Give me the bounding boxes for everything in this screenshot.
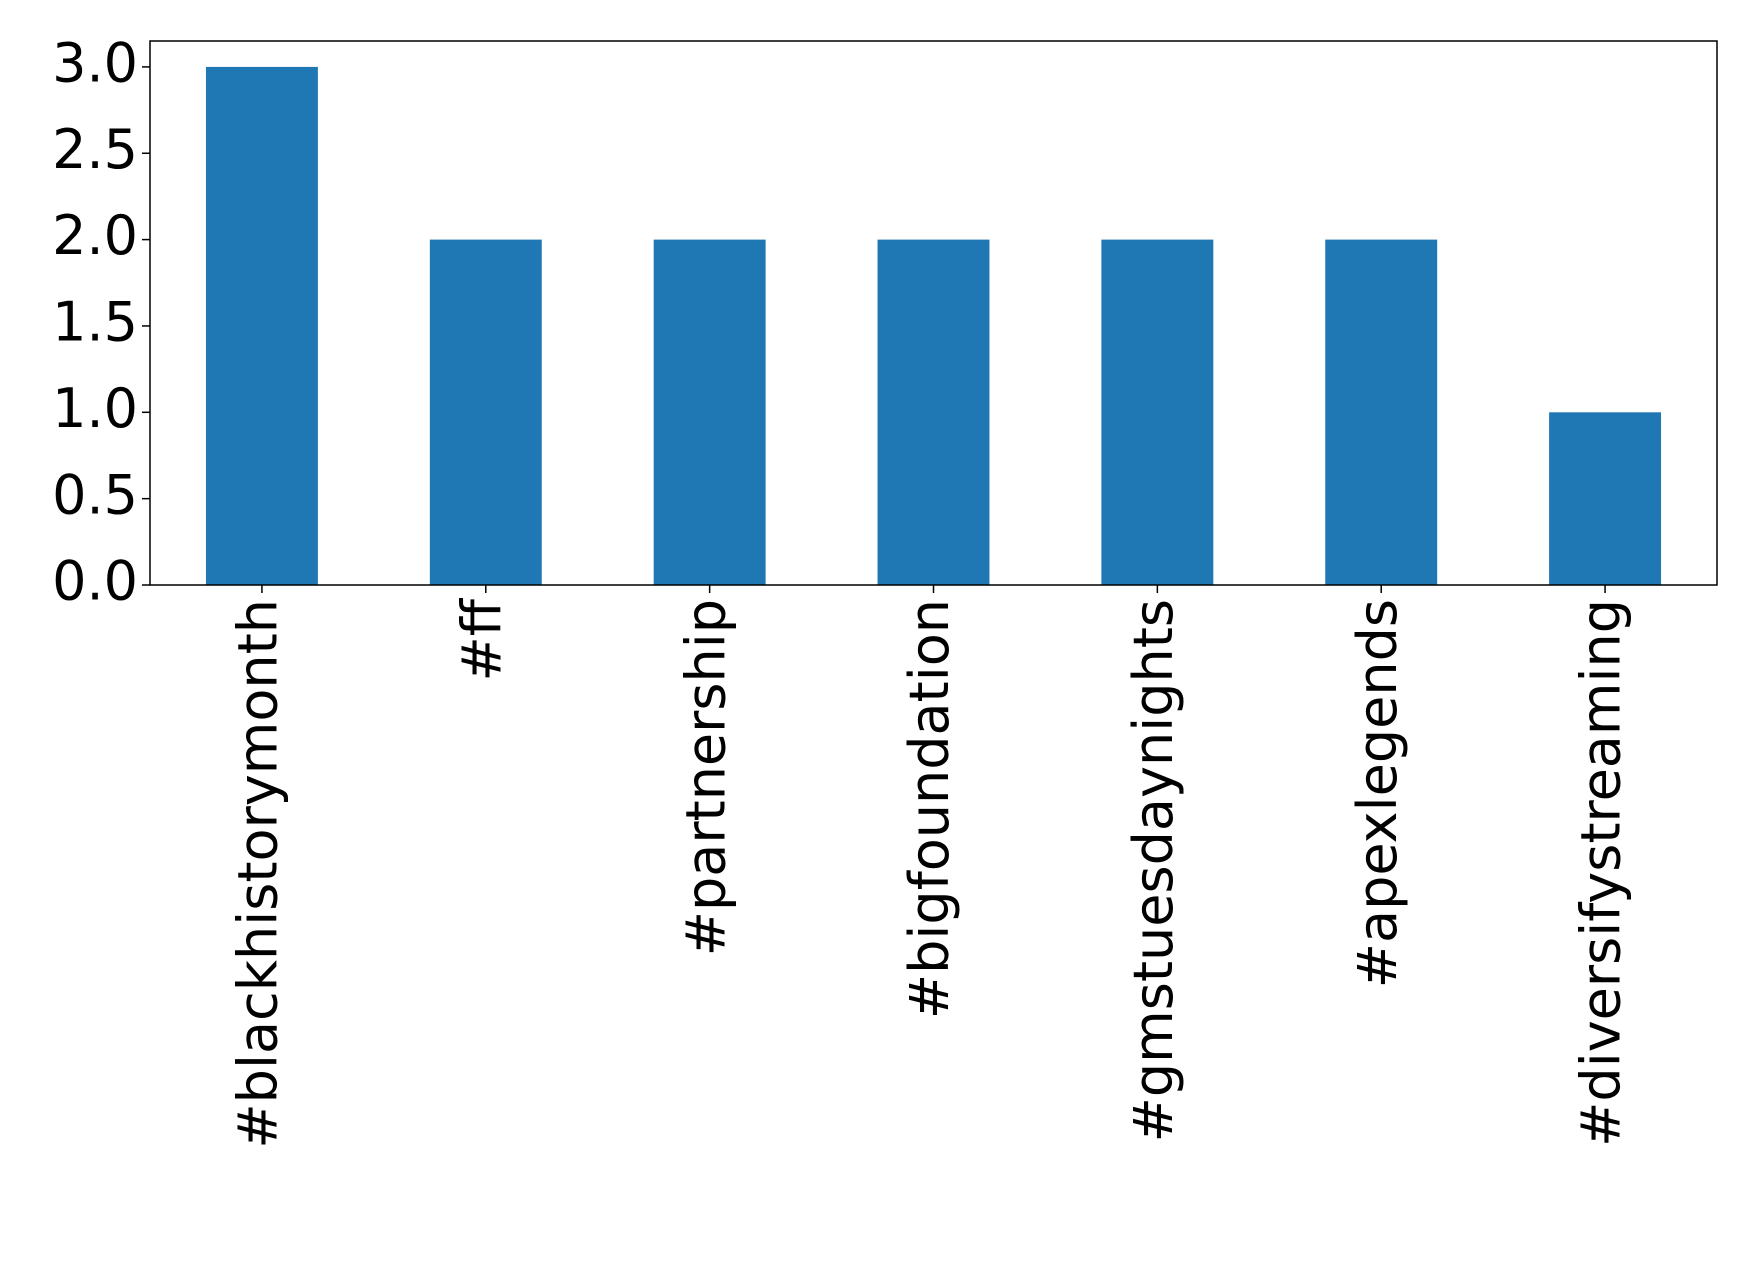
bar [1325,239,1438,585]
bar [877,239,990,585]
x-tick-label: #apexlegends [1346,599,1409,988]
y-tick-label: 0.5 [52,463,138,526]
bar [1549,412,1662,585]
y-tick-label: 1.5 [52,291,138,354]
x-tick-label: #gmstuesdaynights [1122,599,1185,1142]
x-tick-label: #bigfoundation [898,599,961,1019]
x-tick-label: #diversifystreaming [1570,599,1633,1147]
bar [429,239,542,585]
y-tick-label: 1.0 [52,377,138,440]
x-tick-label: #ff [450,597,513,681]
x-tick-label: #blackhistorymonth [227,599,290,1149]
y-tick-label: 2.0 [52,204,138,267]
y-tick-label: 3.0 [52,32,138,95]
x-tick-label: #partnership [674,599,737,956]
y-tick-label: 2.5 [52,118,138,181]
bar [1101,239,1214,585]
plot-frame [149,40,1718,586]
bar [205,66,318,585]
bar [653,239,766,585]
y-tick-label: 0.0 [52,550,138,613]
